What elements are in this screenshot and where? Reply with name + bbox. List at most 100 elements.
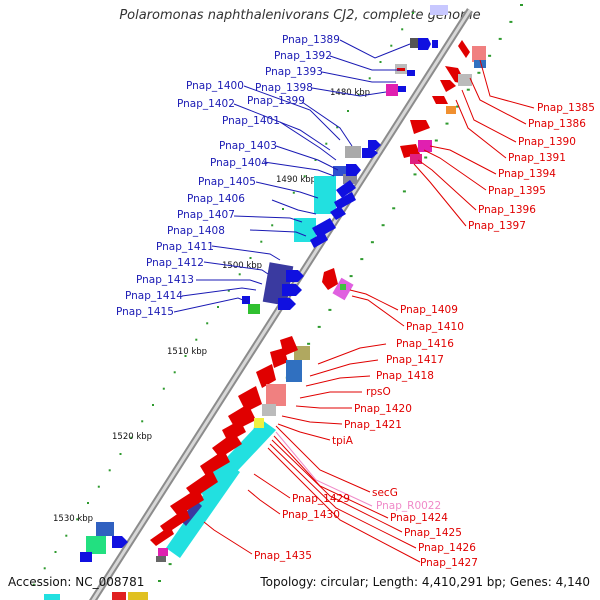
tick-dot xyxy=(509,20,513,23)
tick-dot xyxy=(402,190,406,193)
tick-dot xyxy=(119,453,122,455)
gene-block xyxy=(294,346,310,360)
gene-label[interactable]: Pnap_1415 xyxy=(116,306,174,318)
gene-label[interactable]: Pnap_1421 xyxy=(344,419,402,431)
gene-block xyxy=(446,106,456,114)
tick-dot xyxy=(466,88,470,91)
leader-line xyxy=(277,423,331,441)
gene-label[interactable]: Pnap_1397 xyxy=(468,220,526,232)
gene-label[interactable]: Pnap_1413 xyxy=(136,274,194,286)
gene-arrow xyxy=(286,270,304,282)
gene-arrow xyxy=(330,206,346,220)
gene-block xyxy=(345,146,361,158)
gene-label[interactable]: Pnap_1393 xyxy=(265,66,323,78)
gene-label[interactable]: Pnap_1418 xyxy=(376,370,434,382)
gene-label[interactable]: Pnap_1405 xyxy=(198,176,256,188)
gene-block xyxy=(397,68,405,71)
gene-label[interactable]: Pnap_1390 xyxy=(518,136,576,148)
tick-dot xyxy=(271,224,274,227)
leader-line xyxy=(351,295,405,327)
gene-arrow xyxy=(418,38,431,50)
gene-label[interactable]: Pnap_1398 xyxy=(255,82,313,94)
tick-label-1480: 1480 kbp xyxy=(330,88,370,98)
gene-label[interactable]: Pnap_1386 xyxy=(528,118,586,130)
gene-label[interactable]: secG xyxy=(372,487,398,499)
tick-dot xyxy=(368,77,371,80)
gene-label[interactable]: Pnap_1407 xyxy=(177,209,235,221)
gene-label[interactable]: Pnap_1416 xyxy=(396,338,454,350)
gene-label[interactable]: Pnap_1435 xyxy=(254,550,312,562)
tick-dot xyxy=(477,71,481,74)
tick-dot xyxy=(325,142,328,145)
tick-dot xyxy=(412,12,414,14)
map-title: Polaromonas naphthalenivorans CJ2, compl… xyxy=(119,8,481,23)
tick-dot xyxy=(498,37,502,40)
tick-dot xyxy=(108,469,111,472)
gene-label[interactable]: Pnap_1409 xyxy=(400,304,458,316)
gene-label[interactable]: Pnap_1400 xyxy=(186,80,244,92)
tick-label-1520: 1520 kbp xyxy=(112,432,152,442)
gene-arrow xyxy=(368,140,381,150)
leader-line xyxy=(317,343,387,365)
gene-label[interactable]: Pnap_1430 xyxy=(282,509,340,521)
leader-line xyxy=(233,103,331,151)
gene-block xyxy=(386,84,398,96)
leader-line xyxy=(269,443,417,549)
inner-strand-features xyxy=(44,420,276,600)
tick-dot xyxy=(249,257,252,259)
tick-dot xyxy=(141,420,144,423)
gene-label[interactable]: Pnap_1391 xyxy=(508,152,566,164)
tick-dot xyxy=(217,306,219,308)
leader-line xyxy=(455,99,507,159)
gene-label[interactable]: Pnap_1401 xyxy=(222,115,280,127)
gene-label[interactable]: tpiA xyxy=(332,435,354,447)
leader-line xyxy=(275,425,371,493)
gene-block xyxy=(314,176,336,214)
gene-label[interactable]: Pnap_1426 xyxy=(418,542,476,554)
gene-block xyxy=(80,552,92,562)
gene-label[interactable]: Pnap_1389 xyxy=(282,34,340,46)
gene-label[interactable]: Pnap_1395 xyxy=(488,185,546,197)
gene-label[interactable]: Pnap_1412 xyxy=(146,257,204,269)
gene-label[interactable]: Pnap_1410 xyxy=(406,321,464,333)
tick-dot xyxy=(32,583,35,586)
gene-block xyxy=(242,296,250,304)
gene-arrow xyxy=(440,80,456,92)
tick-dot xyxy=(162,387,165,390)
gene-label[interactable]: Pnap_1394 xyxy=(498,168,556,180)
tick-dot xyxy=(328,308,332,311)
gene-label[interactable]: Pnap_1406 xyxy=(187,193,245,205)
gene-block xyxy=(410,154,422,164)
tick-dot xyxy=(314,159,317,161)
gene-label[interactable]: Pnap_1392 xyxy=(274,50,332,62)
gene-label[interactable]: Pnap_1411 xyxy=(156,241,214,253)
gene-label[interactable]: Pnap_1399 xyxy=(247,95,305,107)
gene-label[interactable]: Pnap_1385 xyxy=(537,102,595,114)
gene-label[interactable]: Pnap_1408 xyxy=(167,225,225,237)
leader-line xyxy=(479,59,535,109)
gene-block xyxy=(128,592,148,600)
gene-label[interactable]: rpsO xyxy=(366,386,391,398)
gene-label[interactable]: Pnap_1417 xyxy=(386,354,444,366)
leader-line xyxy=(279,121,337,161)
leader-line xyxy=(295,405,352,409)
gene-label[interactable]: Pnap_1420 xyxy=(354,403,412,415)
gene-label[interactable]: Pnap_1414 xyxy=(125,290,183,302)
gene-label[interactable]: Pnap_1427 xyxy=(420,557,478,569)
right-leader-lines xyxy=(203,59,535,563)
gene-arrow xyxy=(336,180,356,198)
leader-line xyxy=(349,289,399,311)
gene-label[interactable]: Pnap_R0022 xyxy=(376,500,441,512)
gene-arrow xyxy=(310,232,328,248)
leader-line xyxy=(281,415,343,425)
gene-label[interactable]: Pnap_1402 xyxy=(177,98,235,110)
gene-label[interactable]: Pnap_1424 xyxy=(390,512,448,524)
tick-dot xyxy=(413,173,417,176)
gene-label[interactable]: Pnap_1396 xyxy=(478,204,536,216)
gene-arrow xyxy=(334,192,356,210)
gene-label[interactable]: Pnap_1403 xyxy=(219,140,277,152)
leader-line xyxy=(203,261,269,275)
gene-label[interactable]: Pnap_1429 xyxy=(292,493,350,505)
gene-label[interactable]: Pnap_1425 xyxy=(404,527,462,539)
gene-label[interactable]: Pnap_1404 xyxy=(210,157,268,169)
